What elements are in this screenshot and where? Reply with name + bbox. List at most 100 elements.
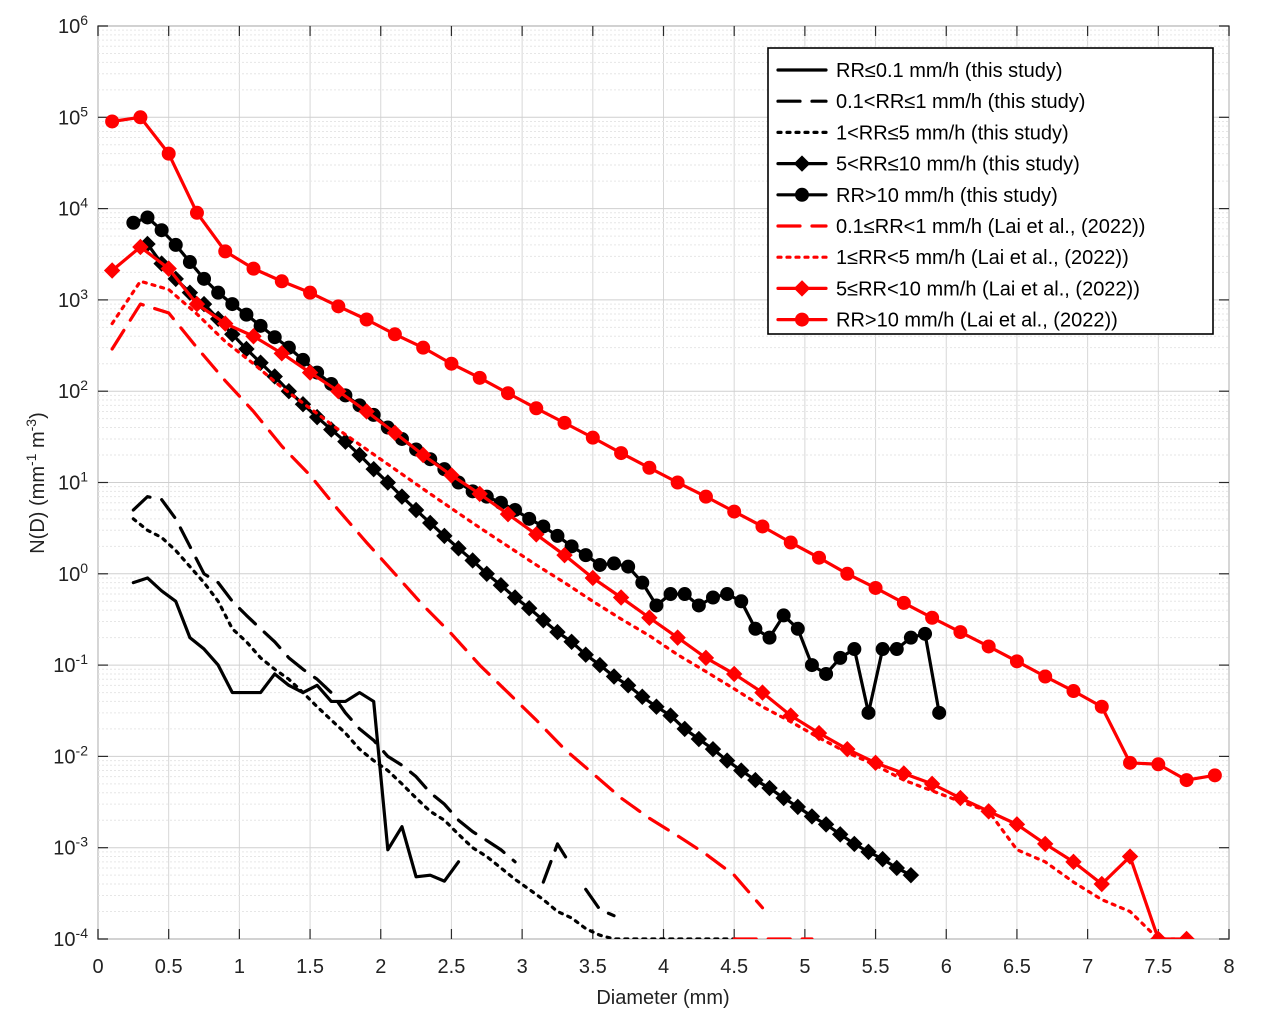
series-marker <box>641 609 658 626</box>
series-marker <box>846 835 863 853</box>
series-marker <box>783 535 798 550</box>
x-tick-label: 1 <box>234 956 245 978</box>
series-marker <box>812 550 827 565</box>
series-marker <box>1038 669 1053 684</box>
series-marker <box>478 565 495 583</box>
series-marker <box>649 598 664 613</box>
series-0 <box>131 576 461 883</box>
legend-label: RR≤0.1 mm/h (this study) <box>836 60 1063 82</box>
series-marker <box>868 580 883 595</box>
legend-item: RR≤0.1 mm/h (this study) <box>776 60 1063 82</box>
legend-label: 1≤RR<5 mm/h (Lai et al., (2022)) <box>836 247 1129 269</box>
x-tick-label: 4.5 <box>720 956 748 978</box>
legend-item: 1≤RR<5 mm/h (Lai et al., (2022)) <box>776 247 1129 269</box>
series-marker <box>245 328 262 345</box>
legend-label: 1<RR≤5 mm/h (this study) <box>836 122 1069 144</box>
series-marker <box>923 775 941 793</box>
series-marker <box>267 330 282 345</box>
series-marker <box>733 762 750 779</box>
series-marker <box>1123 755 1138 770</box>
series-marker <box>224 326 241 343</box>
series-marker <box>896 595 911 610</box>
series-marker <box>414 446 432 464</box>
y-tick-label: 10-3 <box>53 834 88 860</box>
series-marker <box>727 504 742 519</box>
series-line <box>584 887 616 918</box>
series-marker <box>535 612 552 629</box>
legend-label: RR>10 mm/h (this study) <box>836 185 1058 207</box>
y-axis-label: N(D) (mm-1 m-3) <box>23 412 49 554</box>
legend: RR≤0.1 mm/h (this study) 0.1<RR≤1 mm/h (t… <box>767 47 1214 335</box>
series-marker <box>529 401 544 416</box>
series-marker <box>387 327 402 342</box>
series-marker <box>1037 835 1054 853</box>
series-marker <box>1065 853 1082 871</box>
legend-item: RR>10 mm/h (this study) <box>776 185 1058 207</box>
series-marker <box>550 528 565 543</box>
series-marker <box>748 621 763 636</box>
series-line <box>131 215 941 715</box>
series-marker <box>585 430 600 445</box>
series-marker <box>762 630 777 645</box>
series-marker <box>953 625 968 640</box>
series-marker <box>1207 768 1222 783</box>
series-marker <box>577 646 594 663</box>
series-marker <box>331 299 346 314</box>
series-marker <box>303 285 318 300</box>
series-marker <box>1179 773 1194 788</box>
series-marker <box>140 210 155 225</box>
series-marker <box>103 262 121 279</box>
series-marker <box>154 223 169 238</box>
series-marker <box>663 587 678 602</box>
series-marker <box>1093 875 1110 893</box>
series-marker <box>506 589 524 606</box>
series-marker <box>443 467 460 484</box>
series-marker <box>612 589 630 606</box>
x-tick-label: 7 <box>1082 956 1093 978</box>
legend-marker <box>793 155 811 172</box>
series-marker <box>874 850 891 868</box>
series-marker <box>888 859 905 877</box>
series-marker <box>358 403 375 420</box>
series-line <box>131 576 461 883</box>
series-marker <box>635 575 650 590</box>
series-marker <box>677 587 692 602</box>
series-line <box>131 517 743 939</box>
series-marker <box>591 656 609 674</box>
series-marker <box>895 765 913 782</box>
series-marker <box>776 608 791 623</box>
series-marker <box>980 803 997 820</box>
series-marker <box>804 658 819 673</box>
series-marker <box>775 789 792 807</box>
legend-marker <box>795 187 809 202</box>
series-layer <box>103 110 1222 939</box>
series-marker <box>416 340 431 355</box>
series-marker <box>218 244 233 259</box>
series-marker <box>747 771 764 789</box>
legend-item: RR>10 mm/h (Lai et al., (2022)) <box>776 310 1118 332</box>
series-marker <box>472 370 487 385</box>
series-marker <box>832 826 849 843</box>
series-marker <box>379 474 397 491</box>
series-marker <box>803 808 821 825</box>
series-marker <box>691 598 706 613</box>
series-marker <box>819 666 834 681</box>
x-tick-label: 0.5 <box>155 956 183 978</box>
y-tick-label: 10-2 <box>53 742 88 768</box>
series-marker <box>522 511 537 526</box>
x-tick-label: 1.5 <box>296 956 324 978</box>
series-marker <box>1150 930 1167 939</box>
series-marker <box>211 285 226 300</box>
legend-item: 0.1≤RR<1 mm/h (Lai et al., (2022)) <box>776 216 1145 238</box>
series-marker <box>273 345 290 362</box>
series-marker <box>160 260 177 277</box>
series-marker <box>197 271 212 286</box>
legend-item: 1<RR≤5 mm/h (this study) <box>776 122 1069 144</box>
y-tick-label: 101 <box>58 469 88 495</box>
series-marker <box>450 540 467 557</box>
series-marker <box>952 789 969 807</box>
series-marker <box>840 566 855 581</box>
series-marker <box>1151 757 1166 772</box>
x-tick-label: 5 <box>799 956 810 978</box>
